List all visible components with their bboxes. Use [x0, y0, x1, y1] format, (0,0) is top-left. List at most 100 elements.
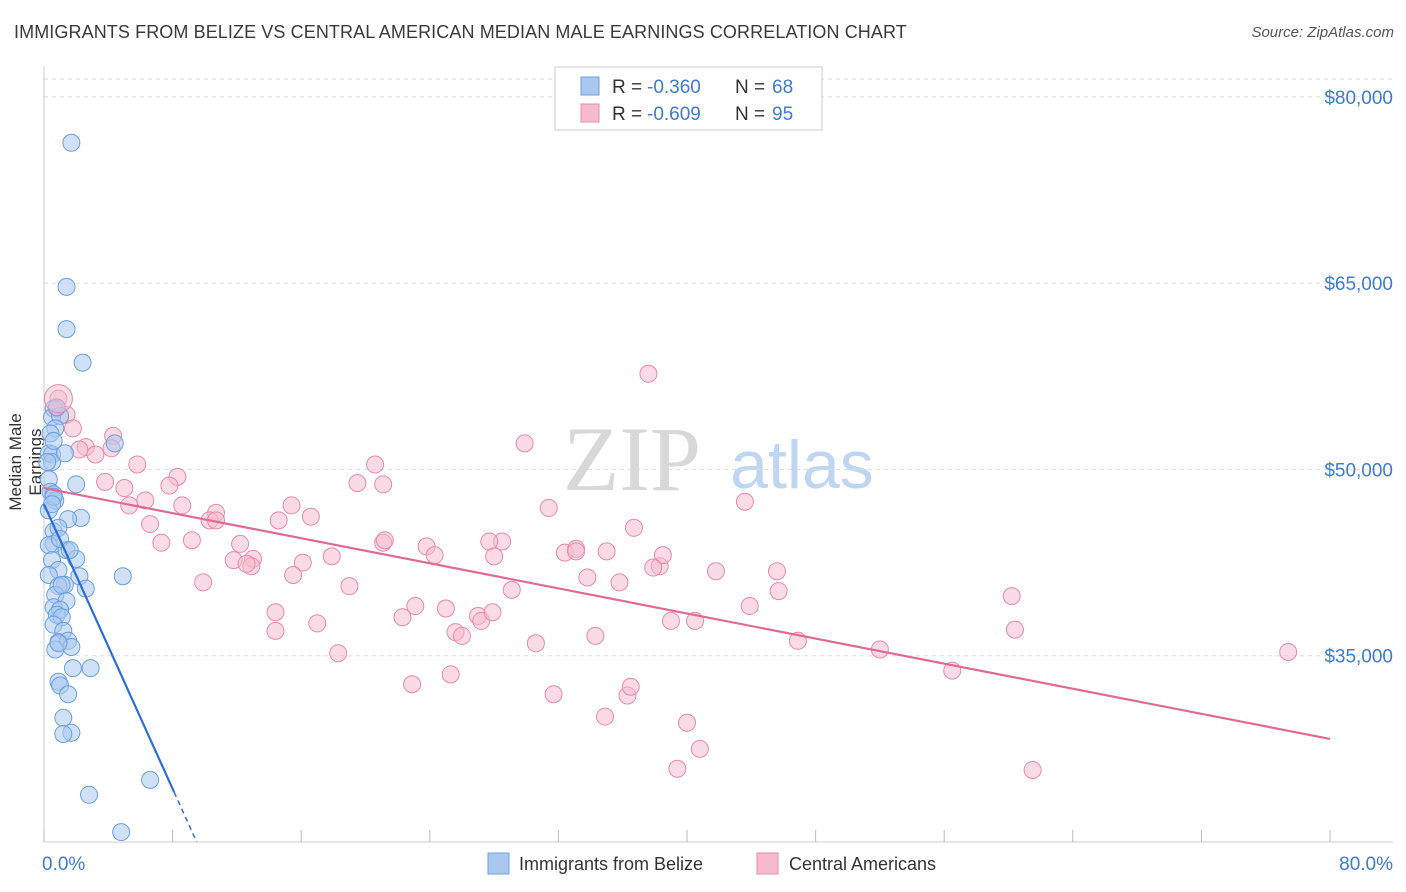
central-american-point [403, 675, 422, 694]
central-american-point [266, 621, 285, 640]
central-american-point [340, 577, 359, 596]
central-american-point [136, 491, 155, 510]
belize-point [112, 823, 131, 842]
belize-point [38, 452, 57, 471]
belize-point [80, 785, 99, 804]
central-american-point [425, 546, 444, 565]
central-american-point [96, 472, 115, 491]
legend-r-label-belize: R = [612, 77, 642, 98]
central-american-point [128, 455, 147, 474]
legend-bottom-swatch-belize [487, 852, 510, 875]
belize-point [54, 708, 73, 727]
central-american-point [452, 626, 471, 645]
watermark: ZIP atlas [563, 408, 874, 510]
legend-r-value-central: -0.609 [647, 104, 701, 125]
central-american-point [374, 475, 393, 494]
belize-point [141, 770, 160, 789]
belize-point [57, 320, 76, 339]
axes: $35,000 $50,000 $65,000 $80,000 0.0% 80.0% [42, 66, 1393, 875]
central-american-point [480, 532, 499, 551]
central-american-point [769, 582, 788, 601]
central-american-point [1005, 620, 1024, 639]
central-american-point [483, 603, 502, 622]
central-american-point [231, 534, 250, 553]
trend-lines [42, 486, 1331, 843]
belize-point [67, 475, 86, 494]
belize-point [113, 567, 132, 586]
belize-point [49, 634, 68, 653]
central-american-point [639, 364, 658, 383]
central-american-point [115, 479, 134, 498]
y-tick-label: $50,000 [1324, 460, 1393, 481]
x-tick-label: 0.0% [42, 854, 85, 875]
central-american-point [621, 677, 640, 696]
y-tick-label: $80,000 [1324, 88, 1393, 109]
central-american-point [160, 476, 179, 495]
central-american-point [1279, 642, 1298, 661]
belize-point [54, 724, 73, 743]
central-american-point [375, 531, 394, 550]
central-american-point [308, 614, 327, 633]
belize-point [63, 659, 82, 678]
central-american-point [740, 597, 759, 616]
belize-trend-line [42, 503, 176, 793]
legend-bottom: Immigrants from Belize Central Americans [487, 852, 936, 875]
belize-point [43, 495, 62, 514]
legend-n-label-central: N = [735, 104, 765, 125]
central-american-point [644, 558, 663, 577]
legend-top: R = -0.360 N = 68 R = -0.609 N = 95 [554, 66, 823, 131]
central-american-point [515, 434, 534, 453]
chart-title: IMMIGRANTS FROM BELIZE VS CENTRAL AMERIC… [14, 22, 907, 42]
legend-n-label-belize: N = [735, 77, 765, 98]
central-american-point [768, 562, 787, 581]
y-tick-label: $35,000 [1324, 647, 1393, 668]
watermark-atlas: atlas [730, 427, 874, 503]
legend-n-value-belize: 68 [772, 77, 793, 98]
belize-point [62, 133, 81, 152]
central-american-point [735, 492, 754, 511]
central-american-trend-line [43, 486, 1331, 740]
belize-point [59, 685, 78, 704]
central-american-point [322, 547, 341, 566]
central-american-point [597, 542, 616, 561]
central-american-point [586, 626, 605, 645]
legend-n-value-central: 95 [772, 104, 793, 125]
legend-swatch-belize [580, 76, 600, 96]
central-american-point [526, 634, 545, 653]
legend-r-label-central: R = [612, 104, 642, 125]
central-american-point [366, 455, 385, 474]
central-american-point [653, 546, 672, 565]
legend-swatch-central [580, 103, 600, 123]
source-credit: Source: ZipAtlas.com [1251, 24, 1394, 41]
central-american-point [567, 542, 586, 561]
y-tick-label: $65,000 [1324, 274, 1393, 295]
central-american-point [293, 553, 312, 572]
central-american-point [266, 603, 285, 622]
central-american-point [269, 511, 288, 530]
central-american-point [86, 445, 105, 464]
central-american-point [539, 498, 558, 517]
central-american-point [610, 573, 629, 592]
central-american-point [436, 599, 455, 618]
central-american-point [182, 531, 201, 550]
x-tick-label: 80.0% [1339, 854, 1393, 875]
central-american-point [237, 554, 256, 573]
legend-bottom-label-central: Central Americans [789, 854, 936, 874]
watermark-zip: ZIP [563, 408, 701, 510]
central-american-point [661, 611, 680, 630]
belize-point [81, 659, 100, 678]
central-american-point [1002, 587, 1021, 606]
central-american-point [624, 518, 643, 537]
central-american-point [678, 713, 696, 732]
belize-point [73, 353, 92, 372]
central-american-point [329, 644, 348, 663]
points [38, 133, 1298, 842]
legend-bottom-swatch-central [756, 852, 779, 875]
central-american-point [152, 533, 171, 552]
central-american-point [668, 759, 687, 778]
central-american-point [406, 597, 425, 616]
legend-r-value-belize: -0.360 [647, 77, 701, 98]
central-american-point [284, 565, 303, 584]
central-american-point [578, 568, 597, 587]
